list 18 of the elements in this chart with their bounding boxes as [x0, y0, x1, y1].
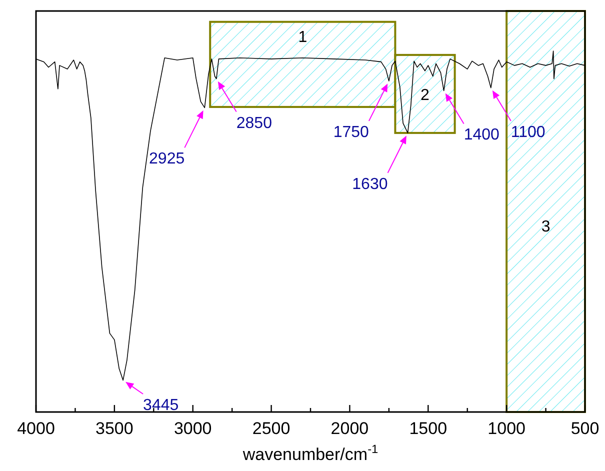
x-tick-label: 3500	[96, 419, 134, 438]
annotation: 2925	[149, 150, 185, 168]
x-axis-title: wavenumber/cm$^{-1}$	[242, 442, 379, 464]
x-tick-label: 2000	[330, 419, 369, 438]
band-label: 1	[298, 28, 308, 46]
annotation: 2850	[236, 114, 272, 132]
band-label: 2	[420, 86, 430, 104]
annotation: 3445	[143, 397, 179, 414]
x-tick-label: 500	[570, 419, 600, 438]
annotation: 1400	[464, 126, 500, 144]
x-tick-label: 2500	[252, 419, 290, 438]
band-label: 3	[541, 218, 550, 236]
annotation: 1630	[352, 176, 388, 193]
annotation: 1750	[333, 124, 370, 141]
x-tick-label: 1500	[409, 419, 448, 438]
x-tick-label: 4000	[17, 419, 55, 438]
x-tick-label: 1000	[488, 419, 526, 438]
x-tick-label: 3000	[174, 419, 212, 438]
